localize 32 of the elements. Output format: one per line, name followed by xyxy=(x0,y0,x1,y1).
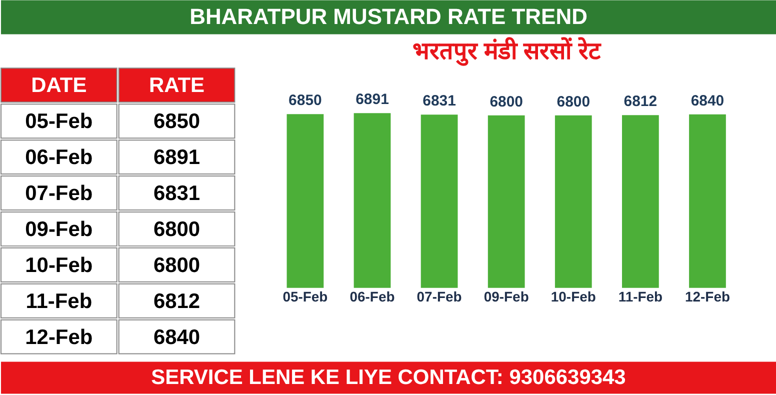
text: RATE xyxy=(149,74,205,98)
text: 6850 xyxy=(153,110,200,134)
text: 6831 xyxy=(153,182,200,205)
text: 6891 xyxy=(153,146,200,170)
data-label: 6850 xyxy=(288,92,322,110)
text: 6840 xyxy=(153,326,200,349)
data-label: 6812 xyxy=(624,93,658,110)
x-tick-label: 10-Feb xyxy=(550,288,596,304)
x-tick-label: 07-Feb xyxy=(416,288,462,304)
text: 6812 xyxy=(153,290,200,313)
x-tick-label: 06-Feb xyxy=(350,288,395,304)
data-label: 6831 xyxy=(422,92,456,110)
category-label: 05-Feb xyxy=(25,110,93,134)
chart-title: BHARATPUR MUSTARD RATE TREND xyxy=(190,4,588,30)
text: SERVICE LENE KE LIYE CONTACT: 9306639343 xyxy=(151,366,626,389)
data-label: 6891 xyxy=(356,91,389,108)
x-tick-label: 12-Feb xyxy=(684,288,730,304)
x-tick-label: 11-Feb xyxy=(618,288,663,304)
category-label: 12-Feb xyxy=(25,326,93,349)
text: 6800 xyxy=(153,254,200,277)
text: DATE xyxy=(31,74,87,98)
data-label: 6840 xyxy=(690,92,724,110)
x-tick-label: 09-Feb xyxy=(484,288,529,304)
category-label: 10-Feb xyxy=(25,254,93,277)
data-label: 6800 xyxy=(556,93,590,110)
chart-subtitle: भरतपुर मंडी सरसों रेट xyxy=(412,37,602,66)
category-label: 06-Feb xyxy=(25,146,93,170)
category-label: 09-Feb xyxy=(25,218,93,241)
category-label: 07-Feb xyxy=(25,182,93,205)
x-tick-label: 05-Feb xyxy=(282,288,328,304)
data-label: 6800 xyxy=(490,93,524,110)
text: 6800 xyxy=(153,218,200,241)
